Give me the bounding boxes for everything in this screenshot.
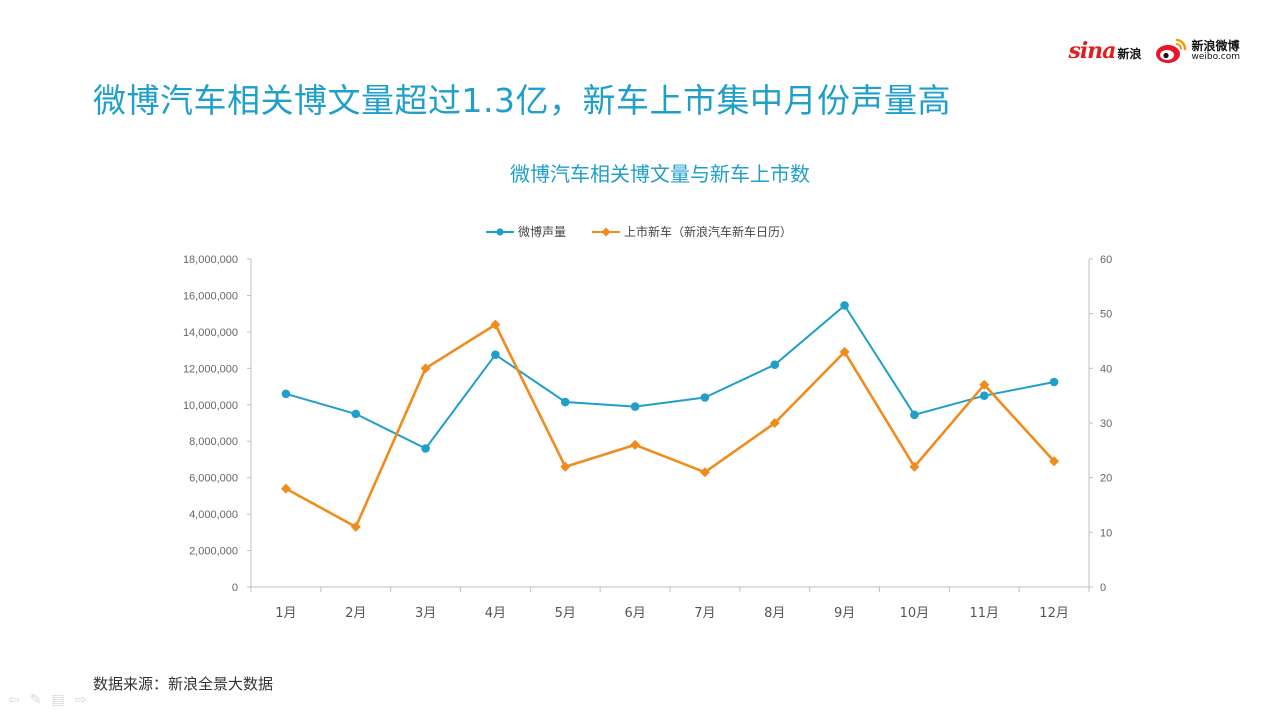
slide-title: 微博汽车相关博文量超过1.3亿，新车上市集中月份声量高 [93,81,951,120]
data-point [979,379,990,390]
data-point [910,410,919,420]
data-point [1049,456,1060,467]
data-point [769,418,780,428]
pen-icon[interactable]: ✎ [29,692,42,708]
menu-icon[interactable]: ▤ [51,692,65,708]
chart-legend: 微博声量 上市新车（新浪汽车新车日历） [486,223,792,240]
data-point [630,439,641,450]
left-y-tick-label: 4,000,000 [189,509,238,521]
data-point [979,391,989,400]
series-line [285,323,1056,529]
data-point [491,350,500,359]
weibo-eye-icon [1156,38,1187,63]
data-point [630,402,640,411]
data-point [351,409,361,419]
left-y-tick-label: 2,000,000 [189,546,238,558]
x-tick-label: 2月 [345,606,366,621]
prev-arrow-icon[interactable]: ⇦ [8,692,20,708]
sina-logo-cn: 新浪 [1117,47,1142,61]
slide-nav: ⇦ ✎ ▤ ⇨ [8,692,86,708]
data-point [909,461,920,472]
data-point [350,521,361,532]
x-tick-label: 6月 [624,606,645,621]
x-tick-label: 9月 [834,606,855,621]
x-tick-label: 3月 [415,606,436,621]
data-source: 数据来源：新浪全景大数据 [93,675,274,693]
weibo-logo-url: weibo.com [1191,51,1240,62]
legend-circle-marker-icon [486,227,514,236]
left-y-tick-label: 12,000,000 [183,363,238,375]
data-point [699,467,710,478]
x-tick-label: 1月 [275,606,296,621]
right-y-tick-label: 10 [1100,527,1112,539]
x-tick-label: 4月 [485,606,506,621]
left-y-tick-label: 6,000,000 [189,473,238,485]
data-point [281,389,291,399]
data-point [1049,377,1059,387]
data-point [280,483,291,494]
left-y-tick-label: 8,000,000 [189,436,238,448]
weibo-logo-cn: 新浪微博 [1191,38,1240,53]
sina-logo: sina 新浪 [1068,38,1141,64]
left-y-tick-label: 10,000,000 [183,400,238,412]
weibo-logo: 新浪微博 weibo.com [1155,38,1240,64]
series-line [285,304,1055,450]
x-tick-label: 12月 [1039,606,1069,621]
data-point [560,461,571,472]
data-point [839,346,850,357]
x-tick-label: 7月 [694,606,715,621]
chart-title: 微博汽车相关博文量与新车上市数 [510,162,810,186]
x-tick-label: 10月 [900,606,930,621]
chart-series [280,301,1060,532]
data-point [700,393,710,402]
x-tick-label: 5月 [555,606,576,621]
x-tick-label: 8月 [764,606,785,621]
legend-diamond-marker-icon [592,227,621,236]
legend-item-weibo: 微博声量 [486,223,566,240]
logos: sina 新浪 新浪微博 weibo.com [1068,38,1240,64]
data-point [840,301,849,310]
sina-logo-word: sina [1068,38,1116,64]
legend-item-newcar: 上市新车（新浪汽车新车日历） [592,223,792,240]
data-point [560,397,570,407]
next-arrow-icon[interactable]: ⇨ [74,692,87,708]
right-y-tick-label: 20 [1100,473,1112,485]
data-point [490,319,501,330]
left-y-tick-label: 16,000,000 [183,290,238,302]
left-y-tick-label: 0 [232,582,238,594]
x-tick-label: 11月 [969,606,999,621]
data-point [420,363,431,374]
left-y-tick-label: 18,000,000 [183,254,238,266]
left-y-tick-label: 14,000,000 [183,327,238,339]
right-y-tick-label: 30 [1100,418,1112,430]
right-y-tick-label: 40 [1100,363,1112,375]
data-point [421,444,430,453]
data-point [770,360,780,369]
right-y-tick-label: 60 [1100,254,1112,266]
right-y-tick-label: 0 [1100,582,1106,594]
legend-label-weibo: 微博声量 [518,225,567,239]
legend-label-newcar: 上市新车（新浪汽车新车日历） [624,225,793,239]
chart-axes: 0 2,000,000 4,000,000 6,000,000 8,000,000 10,… [183,254,1112,621]
right-y-tick-label: 50 [1100,309,1112,321]
